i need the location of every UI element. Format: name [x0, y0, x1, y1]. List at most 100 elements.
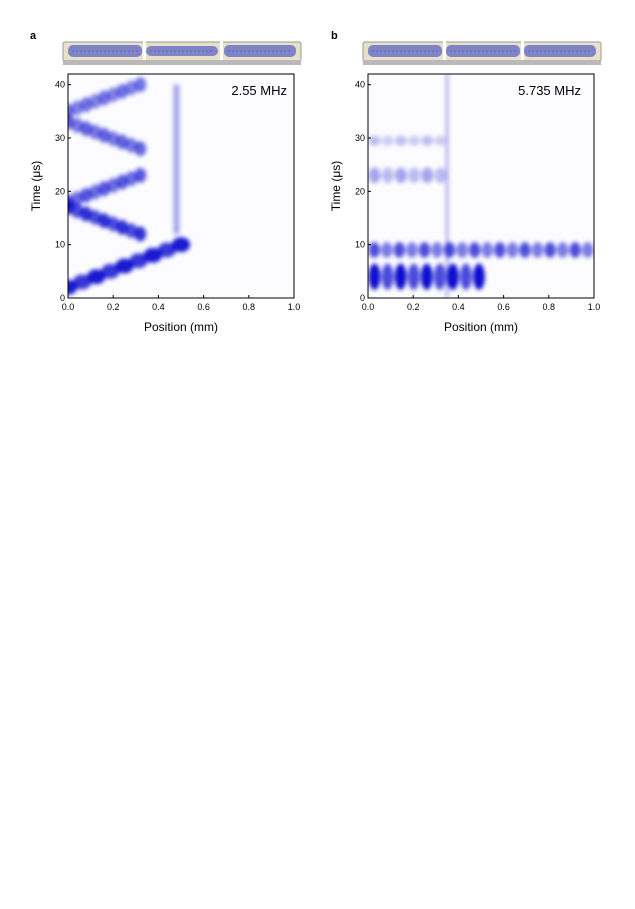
xtick-label-b: 0.6	[497, 302, 510, 312]
xtick-label-b: 0.0	[362, 302, 375, 312]
xtick-label-b: 1.0	[588, 302, 601, 312]
xtick-label-a: 1.0	[288, 302, 301, 312]
heat-feature-a-0	[129, 253, 148, 269]
heat-feature-b-1	[506, 242, 519, 258]
device-image-a	[62, 41, 302, 65]
heat-feature-b-0	[394, 263, 407, 290]
heat-feature-b-1	[544, 242, 556, 258]
heat-feature-a-1	[98, 213, 111, 229]
heat-feature-a-4	[89, 93, 101, 109]
heat-feature-b-1	[418, 242, 431, 258]
heat-feature-a-0	[72, 274, 92, 290]
heat-feature-a-2	[80, 187, 92, 203]
heat-feature-b-1	[556, 242, 569, 258]
heat-feature-b-1	[569, 242, 581, 258]
heat-feature-a-2	[125, 171, 138, 187]
heat-feature-a-3	[89, 124, 101, 140]
heat-feature-a-2	[107, 177, 120, 193]
heat-feature-b-1	[456, 242, 468, 258]
heatmap-a	[68, 77, 191, 295]
heat-feature-a-4	[134, 77, 147, 93]
heat-feature-a-3	[71, 117, 83, 133]
annotation-a: 2.55 MHz	[231, 83, 287, 98]
ytick-label-a: 0	[60, 293, 65, 303]
annotation-b: 5.735 MHz	[518, 83, 581, 98]
heat-feature-b-4	[446, 74, 449, 298]
heat-feature-b-0	[460, 263, 472, 290]
heat-feature-b-0	[420, 263, 433, 290]
heat-feature-b-3	[434, 135, 447, 146]
heat-feature-a-4	[107, 87, 120, 103]
panel-a-letter: a	[30, 30, 37, 42]
heat-feature-b-3	[421, 135, 434, 146]
heat-feature-a-0	[87, 269, 106, 285]
ytick-label-a: 10	[55, 240, 65, 250]
heat-feature-b-1	[519, 242, 531, 258]
ytick-label-b: 20	[355, 186, 365, 196]
ytick-label-a: 40	[55, 80, 65, 90]
heat-feature-a-5	[173, 84, 180, 235]
heat-feature-a-0	[143, 247, 162, 263]
heat-feature-b-2	[434, 167, 447, 184]
heat-feature-a-2	[89, 184, 101, 200]
plot-b: 0.0 0.2 0.4 0.6 0.8 1.0 0 10 20 30 40 5.735 MHz Po…	[329, 73, 600, 334]
ytick-label-b: 30	[355, 133, 365, 143]
xtick-label-a: 0.6	[197, 302, 210, 312]
heat-feature-b-1	[381, 242, 393, 258]
heat-feature-b-1	[531, 242, 544, 258]
xtick-label-a: 0.2	[107, 302, 120, 312]
heat-feature-b-0	[433, 263, 446, 290]
panel-b-letter: b	[331, 30, 338, 42]
heat-feature-b-2	[395, 167, 407, 184]
heat-feature-a-3	[80, 121, 92, 137]
heatmap-b	[368, 74, 594, 298]
heat-feature-b-1	[368, 242, 380, 258]
heat-feature-a-1	[89, 209, 101, 225]
heat-feature-a-4	[116, 83, 129, 99]
heat-feature-b-0	[381, 263, 394, 290]
xlabel-b: Position (mm)	[444, 320, 518, 334]
plot-b-background	[368, 74, 594, 298]
heat-feature-a-0	[157, 242, 177, 258]
ytick-label-b: 10	[355, 240, 365, 250]
ylabel-b: Time (μs)	[329, 161, 343, 211]
heat-feature-a-2	[116, 174, 129, 190]
heat-feature-b-0	[446, 263, 459, 290]
heat-feature-b-3	[368, 135, 381, 146]
heat-feature-a-1	[125, 223, 138, 239]
heat-feature-a-3	[134, 141, 147, 157]
heat-feature-b-1	[443, 242, 456, 258]
heat-feature-a-3	[107, 131, 120, 147]
xtick-label-b: 0.8	[543, 302, 556, 312]
xtick-label-a: 0.8	[243, 302, 256, 312]
xtick-label-a: 0.4	[152, 302, 165, 312]
heat-feature-b-0	[407, 263, 420, 290]
xtick-label-b: 0.4	[452, 302, 465, 312]
heat-feature-b-1	[431, 242, 443, 258]
heat-feature-b-0	[473, 263, 485, 290]
heat-feature-b-2	[421, 167, 434, 184]
heat-feature-a-3	[98, 127, 111, 143]
heat-feature-b-1	[481, 242, 493, 258]
plot-a-frame	[67, 73, 295, 299]
heat-feature-b-2	[408, 167, 421, 184]
heat-feature-b-1	[393, 242, 406, 258]
heat-feature-b-1	[582, 242, 594, 258]
heat-feature-a-1	[71, 203, 83, 219]
heat-feature-a-1	[134, 226, 147, 242]
ylabel-a: Time (μs)	[29, 161, 43, 211]
heat-feature-b-2	[368, 167, 381, 184]
heat-feature-a-0	[101, 263, 120, 279]
heat-feature-b-1	[469, 242, 481, 258]
heat-feature-a-0	[171, 237, 191, 253]
heat-feature-a-2	[71, 191, 83, 207]
device-image-b	[362, 41, 602, 65]
plot-b-frame	[367, 73, 595, 299]
heat-feature-a-3	[125, 137, 138, 153]
heat-feature-a-1	[116, 219, 129, 235]
heat-feature-a-1	[80, 206, 92, 222]
ytick-label-a: 30	[55, 133, 65, 143]
heat-feature-b-3	[408, 135, 421, 146]
ticks-b: 0.0 0.2 0.4 0.6 0.8 1.0 0 10 20 30 40	[355, 80, 600, 312]
plot-a: 0.0 0.2 0.4 0.6 0.8 1.0 0 10 20 30 40 2.55 MHz Pos…	[29, 73, 301, 334]
